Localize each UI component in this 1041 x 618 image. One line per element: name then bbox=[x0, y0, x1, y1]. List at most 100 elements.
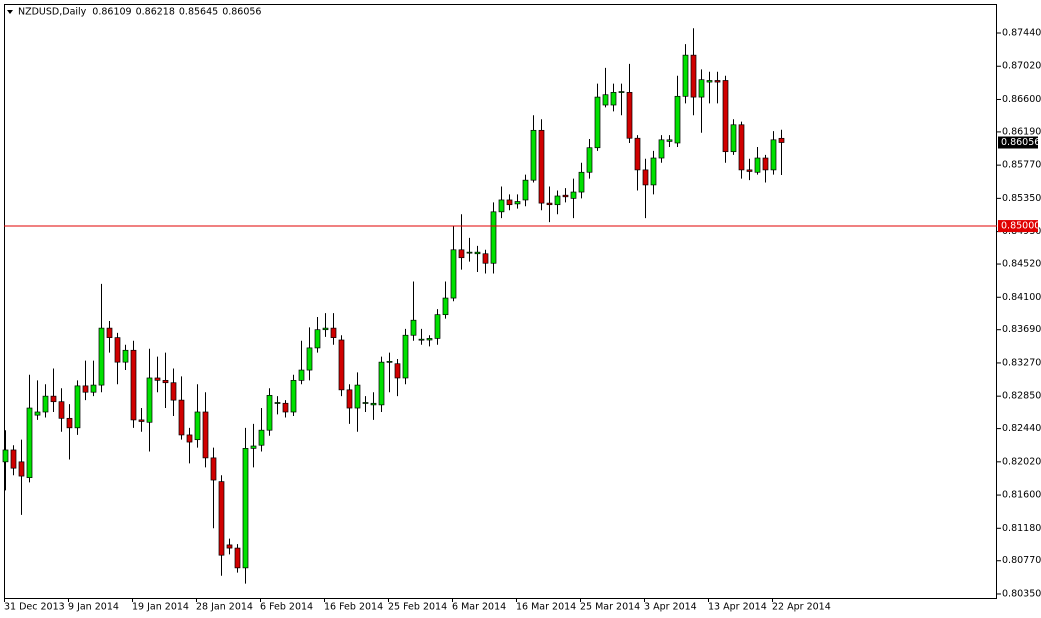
candle-body bbox=[18, 461, 25, 477]
candle-body bbox=[522, 179, 529, 201]
candle-body bbox=[98, 327, 105, 386]
price-label: 0.86056 bbox=[1001, 137, 1040, 148]
candle-body bbox=[282, 402, 289, 413]
candle-body bbox=[338, 339, 345, 391]
candle-body bbox=[58, 401, 65, 419]
candle-body bbox=[554, 195, 561, 206]
candle-body bbox=[66, 417, 73, 429]
x-tick-label: 3 Apr 2014 bbox=[644, 602, 697, 613]
header-high: 0.86218 bbox=[136, 7, 175, 18]
candle-body bbox=[746, 169, 753, 172]
candle-body bbox=[114, 337, 121, 363]
candle-body bbox=[250, 445, 257, 449]
y-tick-label: 0.80770 bbox=[1002, 555, 1041, 566]
candle-body bbox=[490, 211, 497, 264]
candle-body bbox=[594, 96, 601, 149]
candle-body bbox=[458, 249, 465, 259]
candle-body bbox=[330, 327, 337, 338]
candle-body bbox=[10, 449, 17, 469]
candle-body bbox=[762, 157, 769, 171]
candle-body bbox=[130, 349, 137, 421]
candle-body bbox=[610, 91, 617, 106]
y-tick-label: 0.83690 bbox=[1002, 324, 1041, 335]
candle-body bbox=[186, 434, 193, 443]
candle-body bbox=[658, 139, 665, 159]
price-label-box bbox=[998, 136, 1038, 149]
candle-body bbox=[154, 377, 161, 381]
y-tick-label: 0.86190 bbox=[1002, 126, 1041, 137]
candle-body bbox=[394, 363, 401, 379]
chart-title: NZDUSD,Daily bbox=[18, 7, 87, 18]
candle-body bbox=[450, 249, 457, 299]
candle-body bbox=[162, 379, 169, 384]
candle-body bbox=[106, 327, 113, 338]
candle-body bbox=[298, 369, 305, 381]
candle-body bbox=[538, 129, 545, 204]
x-tick-label: 16 Mar 2014 bbox=[516, 602, 576, 613]
candle-body bbox=[402, 334, 409, 379]
candle-body bbox=[674, 95, 681, 144]
candle-body bbox=[650, 157, 657, 186]
candle-body bbox=[122, 349, 129, 363]
y-tick-label: 0.82440 bbox=[1002, 423, 1041, 434]
y-tick-label: 0.81600 bbox=[1002, 490, 1041, 501]
candle-body bbox=[346, 389, 353, 409]
candle-body bbox=[218, 481, 225, 556]
candle-body bbox=[434, 314, 441, 339]
candle-body bbox=[506, 199, 513, 206]
candle-body bbox=[698, 79, 705, 98]
header-close: 0.86056 bbox=[222, 7, 261, 18]
candle-body bbox=[618, 91, 625, 93]
header-open: 0.86109 bbox=[92, 7, 131, 18]
y-tick-label: 0.85350 bbox=[1002, 193, 1041, 204]
candle-body bbox=[370, 402, 377, 406]
y-tick-label: 0.84520 bbox=[1002, 259, 1041, 270]
candle-body bbox=[682, 54, 689, 97]
candle-body bbox=[442, 297, 449, 316]
candle-body bbox=[170, 382, 177, 401]
x-tick-label: 19 Jan 2014 bbox=[132, 602, 189, 613]
candle-body bbox=[354, 384, 361, 409]
candle-body bbox=[42, 395, 49, 413]
candle-body bbox=[586, 147, 593, 173]
candle-body bbox=[226, 544, 233, 549]
candle-body bbox=[410, 319, 417, 336]
candle-body bbox=[498, 199, 505, 213]
candle-body bbox=[322, 327, 329, 331]
candle-body bbox=[602, 94, 609, 106]
y-tick-label: 0.83270 bbox=[1002, 357, 1041, 368]
candle-body bbox=[306, 347, 313, 371]
candle-body bbox=[82, 385, 89, 393]
candle-body bbox=[34, 411, 41, 416]
candle-body bbox=[258, 429, 265, 446]
candle-body bbox=[242, 448, 249, 569]
y-tick-label: 0.85770 bbox=[1002, 160, 1041, 171]
plot-frame bbox=[4, 4, 997, 599]
y-tick-label: 0.84100 bbox=[1002, 292, 1041, 303]
candle-body bbox=[426, 338, 433, 341]
candle-body bbox=[90, 384, 97, 393]
y-tick-label: 0.86600 bbox=[1002, 94, 1041, 105]
candle-body bbox=[210, 457, 217, 481]
candle-body bbox=[778, 137, 785, 143]
candle-body bbox=[2, 449, 9, 463]
level-label: 0.85000 bbox=[1001, 221, 1040, 232]
y-tick-label: 0.82020 bbox=[1002, 456, 1041, 467]
y-tick-label: 0.80350 bbox=[1002, 588, 1041, 599]
y-tick-label: 0.87440 bbox=[1002, 28, 1041, 39]
candle-body bbox=[50, 395, 57, 403]
candle-body bbox=[626, 91, 633, 139]
candle-body bbox=[194, 411, 201, 441]
candle-body bbox=[714, 80, 721, 83]
candle-body bbox=[770, 139, 777, 171]
y-tick-label: 0.87020 bbox=[1002, 61, 1041, 72]
x-tick-label: 6 Feb 2014 bbox=[260, 602, 313, 613]
candle-body bbox=[26, 407, 33, 479]
x-tick-label: 25 Feb 2014 bbox=[388, 602, 447, 613]
candle-body bbox=[482, 253, 489, 264]
level-label-box bbox=[998, 220, 1038, 233]
menu-triangle bbox=[7, 10, 13, 14]
candle-body bbox=[274, 402, 281, 404]
candle-body bbox=[722, 80, 729, 153]
